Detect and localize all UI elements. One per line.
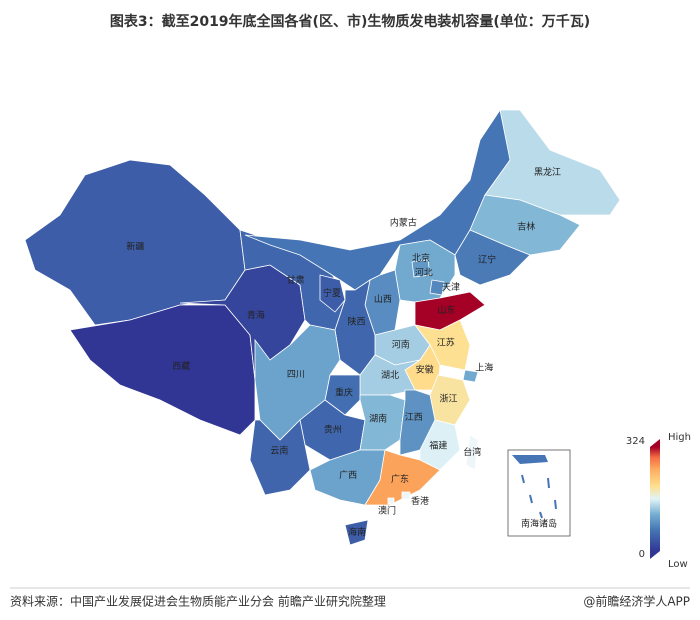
region-label: 江苏 bbox=[437, 336, 455, 348]
legend-min: 0 bbox=[639, 549, 645, 560]
region-label: 内蒙古 bbox=[390, 216, 417, 228]
region-label: 浙江 bbox=[439, 393, 457, 405]
region-label: 贵州 bbox=[324, 424, 342, 436]
region bbox=[401, 491, 411, 500]
inset-frame bbox=[507, 449, 571, 537]
legend-max: 324 bbox=[626, 436, 645, 447]
region-label: 河北 bbox=[415, 267, 433, 279]
footer-source: 资料来源：中国产业发展促进会生物质能产业分会 前瞻产业研究院整理 bbox=[10, 594, 386, 609]
region-label: 上海 bbox=[475, 362, 493, 374]
region-label: 黑龙江 bbox=[534, 166, 561, 178]
region bbox=[462, 369, 479, 383]
footer-credit: @前瞻经济学人APP bbox=[583, 594, 690, 609]
inset-label: 南海诸岛 bbox=[521, 518, 557, 530]
region-label: 甘肃 bbox=[286, 274, 304, 286]
region bbox=[344, 519, 369, 546]
region bbox=[454, 229, 531, 286]
region-label: 湖北 bbox=[381, 370, 399, 381]
region-label: 辽宁 bbox=[478, 254, 496, 266]
region-label: 宁夏 bbox=[323, 287, 341, 299]
region-label: 吉林 bbox=[517, 220, 535, 232]
region-label: 山西 bbox=[374, 294, 392, 305]
legend-arrow-high bbox=[650, 439, 660, 447]
region-label: 天津 bbox=[442, 282, 460, 293]
region-label: 海南 bbox=[348, 526, 366, 538]
region-label: 湖南 bbox=[369, 412, 387, 424]
region-label: 青海 bbox=[247, 309, 265, 321]
region bbox=[484, 109, 621, 216]
legend-bar bbox=[650, 447, 660, 551]
region-label: 福建 bbox=[429, 439, 447, 451]
region-label: 重庆 bbox=[335, 387, 353, 399]
region bbox=[319, 274, 346, 313]
region-label: 新疆 bbox=[126, 241, 144, 253]
region-label: 山东 bbox=[437, 304, 455, 316]
legend-arrow-low bbox=[650, 551, 660, 559]
region-label: 台湾 bbox=[463, 446, 481, 458]
regions bbox=[24, 109, 621, 546]
region-label: 澳门 bbox=[378, 505, 396, 517]
legend-low: Low bbox=[668, 559, 688, 570]
region-label: 广西 bbox=[339, 469, 357, 481]
region bbox=[249, 419, 311, 496]
region bbox=[429, 279, 445, 296]
inset-shape bbox=[512, 455, 548, 464]
region-label: 陕西 bbox=[347, 316, 365, 328]
region bbox=[179, 264, 306, 382]
region-label: 西藏 bbox=[172, 360, 190, 372]
region-label: 香港 bbox=[411, 495, 429, 507]
region-label: 广东 bbox=[391, 473, 409, 485]
region-label: 四川 bbox=[287, 370, 305, 380]
region bbox=[465, 434, 479, 471]
region bbox=[411, 259, 431, 278]
inset-islands bbox=[521, 474, 557, 519]
title: 图表3：截至2019年底全国各省(区、市)生物质发电装机容量(单位：万千瓦) bbox=[110, 13, 590, 30]
region-label: 江西 bbox=[405, 412, 423, 423]
region bbox=[387, 497, 395, 505]
region-label: 北京 bbox=[412, 252, 430, 264]
region-label: 河南 bbox=[392, 339, 410, 351]
legend-high: High bbox=[668, 432, 691, 443]
region-label: 云南 bbox=[270, 445, 288, 457]
region-label: 安徽 bbox=[416, 364, 434, 376]
